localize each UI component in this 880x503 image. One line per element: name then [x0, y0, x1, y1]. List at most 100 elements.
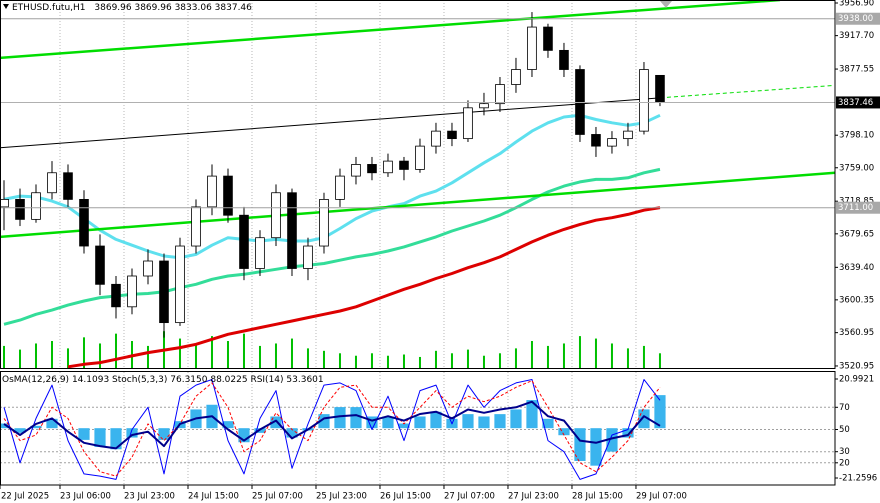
volume-bar: [466, 349, 469, 368]
volume-bar: [226, 341, 229, 368]
volume-bar: [178, 338, 181, 368]
osma-bar: [382, 416, 394, 429]
candle-body: [607, 138, 617, 147]
osma-bar: [478, 416, 490, 429]
osma-bar: [494, 414, 506, 429]
volume-bar: [418, 356, 421, 368]
candle-body: [239, 214, 249, 269]
x-tick-label: 23 Jul 23:00: [124, 492, 175, 502]
osma-bar: [526, 400, 538, 429]
volume-bar: [146, 345, 149, 368]
volume-bar: [354, 355, 357, 368]
main-frame: [0, 0, 836, 369]
oscillator-header: OsMA(12,26,9) 14.1093 Stoch(5,3,3) 76.31…: [2, 375, 324, 385]
y-tick-label: 50: [839, 425, 850, 435]
osma-bar: [334, 407, 346, 429]
osma-bar: [238, 428, 250, 443]
current-price-label: 3837.46: [838, 98, 873, 108]
level-label: 3938.00: [838, 14, 873, 24]
volume-bar: [642, 345, 645, 368]
y-tick-label: 70: [839, 403, 850, 413]
volume-bar: [290, 338, 293, 368]
candle-body: [159, 260, 169, 324]
volume-bar: [194, 343, 197, 368]
osma-bar: [638, 409, 650, 429]
osma-bar: [654, 395, 666, 429]
candle-body: [143, 260, 153, 277]
osma-bar: [462, 414, 474, 429]
x-tick-label: 24 Jul 15:00: [188, 492, 239, 502]
oscillator-panel: [0, 372, 835, 485]
osma-bar: [542, 418, 554, 429]
x-tick-label: 22 Jul 2025: [1, 492, 49, 502]
y-tick-label: 3956.90: [839, 0, 874, 8]
one-click-icon[interactable]: [660, 1, 672, 8]
volume-bar: [338, 353, 341, 368]
x-tick-label: 27 Jul 07:00: [444, 492, 495, 502]
x-tick-label: 23 Jul 06:00: [60, 492, 111, 502]
volume-bar: [82, 337, 85, 368]
volume-bar: [210, 336, 213, 368]
trend-line: [0, 171, 835, 239]
symbol: ETHUSD.futu,H1: [12, 3, 86, 13]
osma-bar: [78, 428, 90, 440]
candle-body: [591, 134, 601, 147]
osma-bar: [0, 423, 10, 429]
candle-body: [79, 199, 89, 247]
header-arrow: [3, 4, 9, 9]
indicator-line: [3, 380, 661, 477]
y-tick-label: 30: [839, 447, 850, 457]
candle-body: [303, 245, 313, 269]
volume-bar: [546, 345, 549, 368]
y-tick-label: 3600.35: [839, 295, 874, 305]
osma-bar: [46, 418, 58, 429]
osma-bar: [606, 428, 618, 452]
candle-body: [623, 130, 633, 140]
indicator-line: [3, 379, 661, 480]
osma-bar: [158, 428, 170, 440]
candle-body: [655, 74, 665, 103]
volume-bar: [434, 350, 437, 368]
candle-body: [63, 172, 73, 200]
volume-bar: [242, 333, 245, 368]
y-tick-label: 3560.95: [839, 328, 874, 338]
candle-body: [639, 69, 649, 132]
y-tick-label: 3798.10: [839, 131, 874, 141]
osma-bar: [414, 416, 426, 429]
candle-body: [319, 199, 329, 247]
volume-bar: [274, 343, 277, 368]
oscillator-frame: [0, 371, 836, 486]
y-tick-label: 3759.00: [839, 163, 874, 173]
osma-bar: [110, 428, 122, 450]
volume-bar: [322, 350, 325, 368]
volume-bar: [578, 336, 581, 368]
candle-body: [383, 160, 393, 174]
level-label-box: [836, 201, 880, 214]
legend-value: 76.3150: [170, 375, 207, 385]
volume-bar: [594, 338, 597, 368]
candle-body: [287, 192, 297, 269]
osma-bar: [126, 428, 138, 438]
y2-tick-label: -21.2596: [839, 473, 877, 483]
legend-value: 88.0225: [210, 375, 247, 385]
volume-bar: [610, 343, 613, 368]
candle-body: [191, 206, 201, 247]
candle-body: [479, 103, 489, 109]
indicator-line: [3, 400, 661, 450]
legend-value: 14.1093: [72, 375, 109, 385]
main-panel: [0, 0, 835, 368]
y-tick-label: 20: [839, 458, 850, 468]
volume-bar: [2, 345, 5, 368]
osma-bar: [430, 411, 442, 429]
volume-bar: [658, 353, 661, 368]
trend-line: [0, 0, 781, 60]
osma-bar: [222, 421, 234, 429]
legend-entry: RSI(14): [250, 375, 283, 385]
volume-bar: [514, 348, 517, 368]
osma-bar: [366, 416, 378, 429]
osma-bar: [590, 428, 602, 466]
candle-body: [527, 26, 537, 70]
candle-body: [415, 145, 425, 170]
volume-bar: [498, 353, 501, 368]
